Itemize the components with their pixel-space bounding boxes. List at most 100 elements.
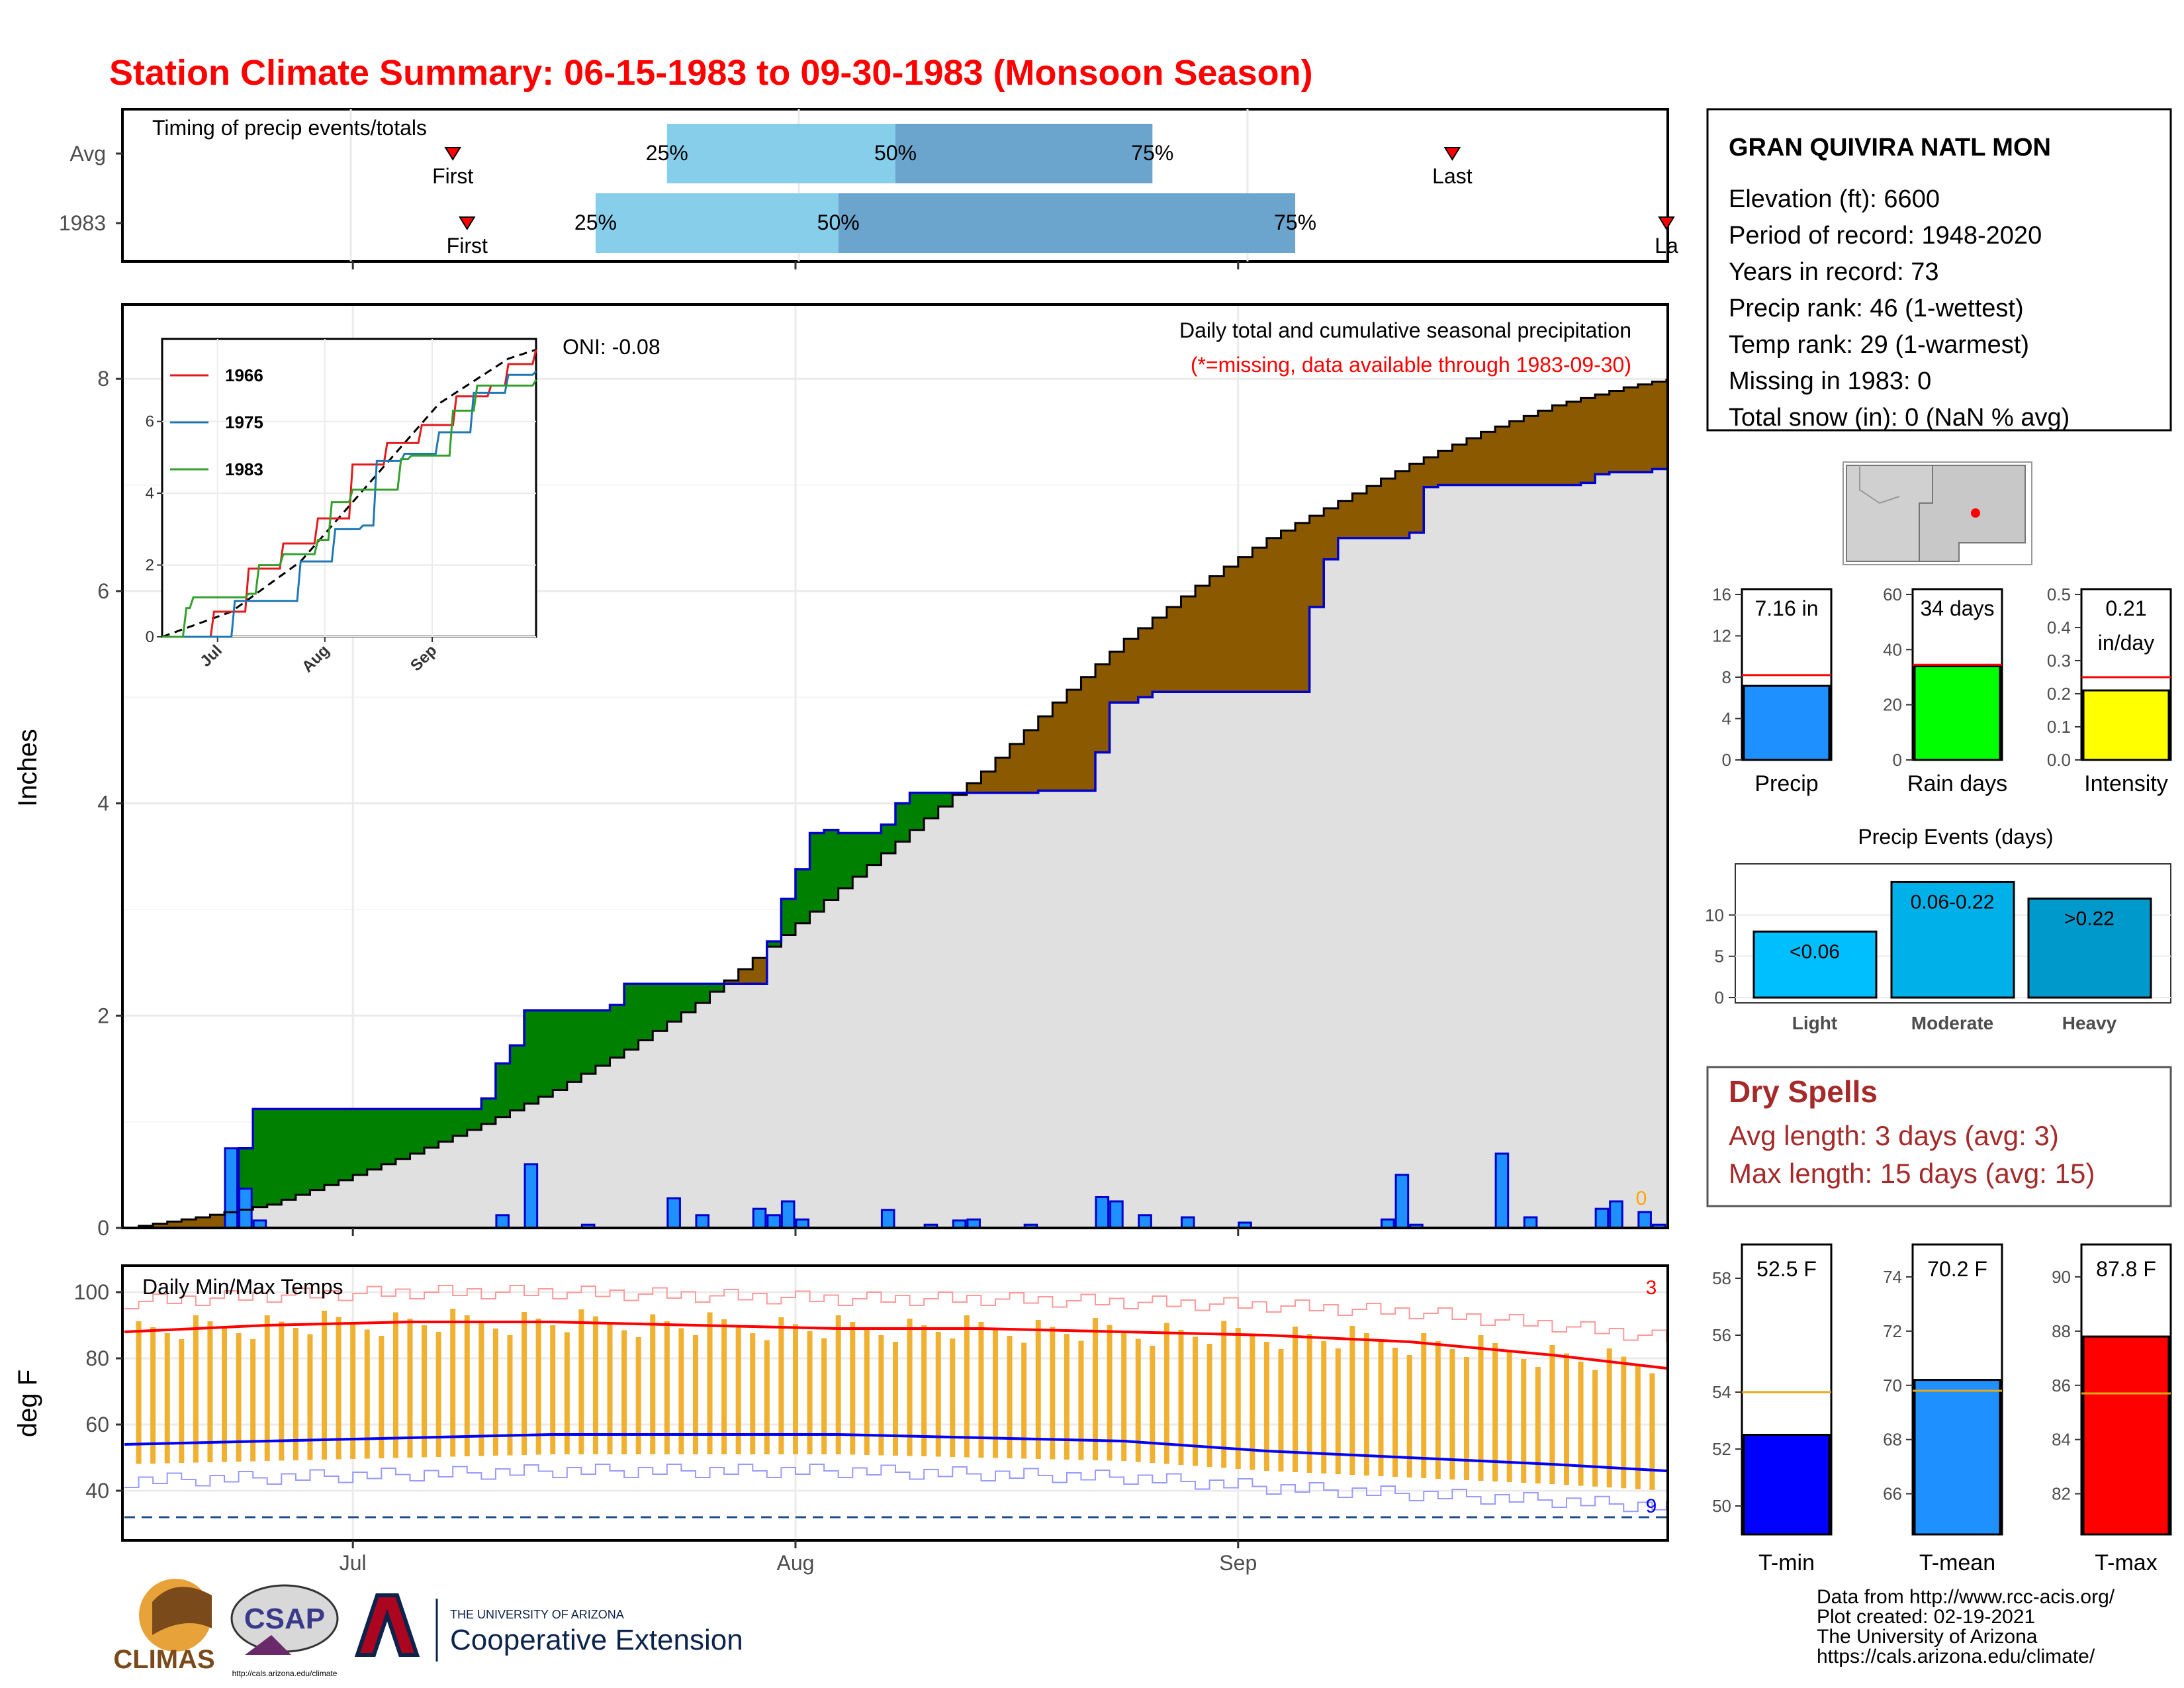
surplus-area [338, 1109, 353, 1180]
deficit-area [1224, 567, 1239, 692]
quartile-label: 25% [646, 141, 688, 165]
daily-temp-bar [1478, 1335, 1484, 1481]
daily-temp-bar [735, 1326, 741, 1454]
events-bar-value: >0.22 [2064, 908, 2115, 929]
precip-y-axis-label: Inches [13, 729, 42, 807]
daily-temp-bar [1250, 1335, 1255, 1470]
csap-url: http://cals.arizona.edu/climate [232, 1669, 338, 1678]
daily-temp-bar [279, 1321, 285, 1461]
surplus-area [809, 833, 825, 912]
temp-bar [1743, 1434, 1831, 1536]
daily-temp-bar [1150, 1346, 1156, 1463]
ua-logo: THE UNIVERSITY OF ARIZONA Cooperative Ex… [354, 1593, 743, 1662]
surplus-area [895, 803, 911, 842]
daily-temp-bar [207, 1321, 213, 1462]
daily-temp-bar [1306, 1334, 1312, 1473]
daily-temp-bar [1206, 1344, 1212, 1467]
y-tick-label: 4 [97, 792, 109, 816]
daily-precip-bar [880, 1209, 895, 1229]
footer-line: https://cals.arizona.edu/climate/ [1817, 1646, 2095, 1667]
daily-precip-bar [1095, 1196, 1110, 1229]
daily-temp-bar [1435, 1341, 1441, 1479]
footer-line: Data from http://www.rcc-acis.org/ [1817, 1586, 2115, 1608]
daily-temp-bar [1549, 1345, 1555, 1484]
daily-temp-bar [236, 1333, 242, 1462]
missing-note: (*=missing, data available through 1983-… [1191, 353, 1631, 377]
deficit-area [1209, 576, 1224, 692]
deficit-area [1580, 398, 1596, 483]
surplus-area [709, 984, 725, 992]
events-tick-label: 0 [1715, 988, 1724, 1008]
deficit-area [1437, 451, 1453, 485]
summary-bar-value: 34 days [1920, 596, 1994, 620]
summary-bar-value: in/day [2098, 631, 2154, 655]
daily-temp-bar [935, 1332, 941, 1457]
daily-temp-bar [450, 1309, 456, 1457]
daily-precip-bar [1494, 1152, 1510, 1229]
quartile-label: 50% [817, 211, 860, 234]
deficit-area [1124, 639, 1139, 703]
inset-y-tick-label: 2 [146, 557, 154, 575]
record-low-count: 9 [1646, 1495, 1657, 1517]
summary-bar-value: 7.16 in [1754, 596, 1818, 620]
daily-precip-bar [238, 1188, 253, 1229]
y-tick-label: 60 [85, 1413, 109, 1436]
daily-temp-bar [678, 1328, 684, 1454]
record-high-count: 3 [1646, 1277, 1657, 1299]
year-cumulative-line [124, 467, 1668, 1229]
csap-logo: CSAP http://cals.arizona.edu/climate [230, 1584, 339, 1678]
ua-small-text: THE UNIVERSITY OF ARIZONA [450, 1608, 624, 1621]
events-tick-label: 5 [1715, 947, 1724, 966]
temp-bar-label: T-mean [1919, 1550, 1995, 1575]
deficit-area [1637, 384, 1653, 473]
temp-bar [2082, 1335, 2170, 1536]
quartile-bar-25-50 [666, 124, 895, 183]
daily-temp-bar [907, 1319, 913, 1456]
daily-temp-bar [1378, 1340, 1384, 1476]
events-bar-value: 0.06-0.22 [1911, 891, 1995, 913]
footer-line: Plot created: 02-19-2021 [1817, 1606, 2035, 1628]
deficit-area [1566, 401, 1582, 485]
surplus-area [866, 833, 882, 865]
daily-temp-bar [179, 1339, 185, 1463]
event-label: La [1655, 234, 1678, 258]
daily-temp-bar [692, 1335, 698, 1454]
summary-tick-label: 0.1 [2047, 717, 2071, 737]
temp-tick-label: 50 [1712, 1496, 1731, 1516]
deficit-area [1195, 585, 1210, 692]
surplus-area [438, 1109, 453, 1142]
x-tick-label: Sep [1219, 1551, 1257, 1575]
summary-tick-label: 8 [1722, 667, 1731, 687]
y-tick-label: 8 [97, 367, 109, 391]
missing-count: 0 [1636, 1188, 1647, 1209]
surplus-area [395, 1109, 411, 1159]
x-tick-label: Aug [777, 1551, 815, 1575]
daily-temp-bar [1093, 1318, 1099, 1460]
surplus-area [638, 984, 653, 1041]
daily-temp-bar [1621, 1356, 1627, 1489]
event-label: First [447, 234, 488, 258]
summary-tick-label: 16 [1712, 585, 1731, 604]
summary-bar-label: Rain days [1907, 771, 2007, 796]
precip-panel: 0 2 4 6 8 Inches Daily total and cumulative … [13, 303, 1669, 1240]
surplus-area [567, 1010, 582, 1082]
temp-bar-value: 52.5 F [1756, 1257, 1817, 1281]
event-marker [1443, 147, 1461, 161]
deficit-area [1652, 381, 1667, 469]
daily-temp-bar [307, 1334, 313, 1460]
summary-bar-label: Precip [1754, 771, 1818, 796]
deficit-area [1052, 702, 1068, 791]
deficit-area [1324, 508, 1339, 559]
station-line: Temp rank: 29 (1-warmest) [1729, 331, 2029, 359]
quartile-bar-50-75 [838, 193, 1296, 253]
daily-temp-bar [635, 1337, 641, 1454]
footer-credits: Data from http://www.rcc-acis.org/ Plot … [1817, 1586, 2115, 1667]
daily-temp-bar [750, 1333, 756, 1454]
daily-precip-bar [766, 1214, 781, 1229]
surplus-area [281, 1109, 296, 1200]
deficit-area [966, 783, 982, 793]
daily-temp-bar [464, 1315, 470, 1456]
deficit-area [1152, 618, 1167, 692]
timing-title: Timing of precip events/totals [152, 116, 427, 140]
daily-temp-bar [893, 1342, 898, 1456]
